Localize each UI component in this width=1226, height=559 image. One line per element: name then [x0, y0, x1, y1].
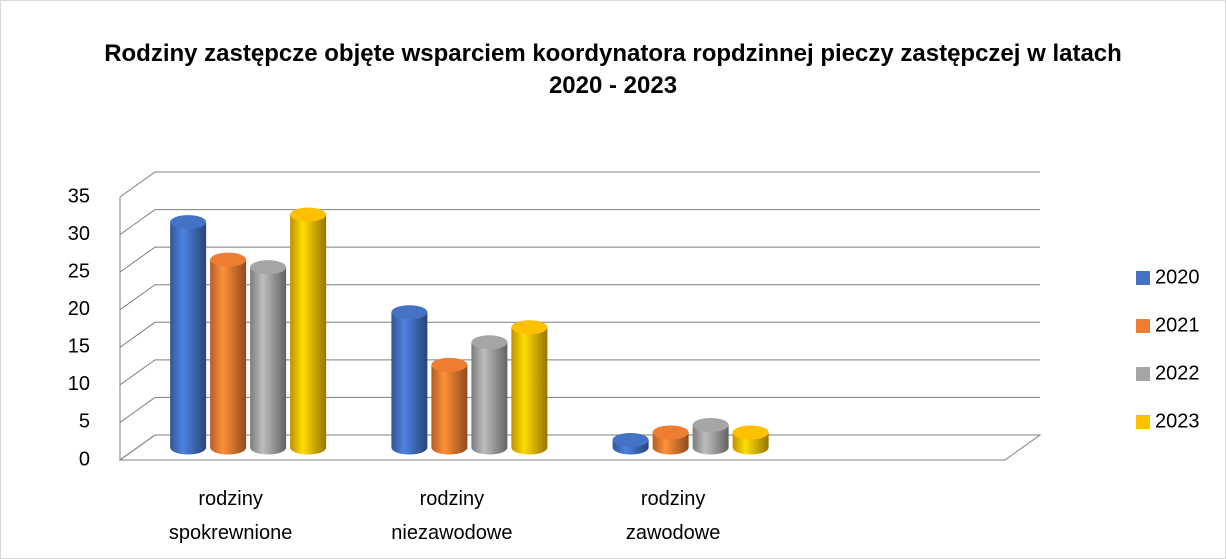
bar [391, 305, 428, 455]
legend-label: 2022 [1155, 362, 1200, 384]
legend-swatch [1136, 415, 1150, 429]
legend-swatch [1136, 367, 1150, 381]
grid-line [119, 284, 1040, 311]
y-tick-label: 15 [68, 336, 90, 358]
grid-line [119, 396, 1040, 423]
bar [652, 425, 689, 455]
x-tick-label: rodziny niezawodowe [391, 488, 513, 544]
chart-title: Rodziny zastępcze objęte wsparciem koord… [104, 40, 1122, 99]
legend-label: 2023 [1155, 410, 1200, 432]
grid-line [119, 321, 1040, 348]
y-tick-label: 20 [68, 298, 90, 320]
y-tick-label: 0 [79, 448, 90, 470]
grid-line [119, 209, 1040, 235]
y-tick-label: 10 [68, 373, 90, 395]
y-tick-label: 35 [68, 185, 90, 207]
bar [692, 417, 729, 455]
grid-line [119, 359, 1040, 386]
bar [431, 357, 468, 455]
grid-line [119, 246, 1040, 273]
x-tick-label: rodziny spokrewnione [168, 488, 293, 544]
bar [732, 425, 769, 455]
legend-swatch [1136, 271, 1150, 285]
legend-label: 2020 [1155, 266, 1200, 288]
bar [511, 320, 548, 455]
bar [210, 252, 247, 455]
y-tick-label: 25 [68, 260, 90, 282]
bar [250, 260, 287, 455]
bar [471, 335, 508, 455]
y-tick-label: 30 [68, 223, 90, 245]
y-tick-label: 5 [79, 411, 90, 433]
bar [290, 207, 327, 455]
legend-swatch [1136, 319, 1150, 333]
legend-label: 2021 [1155, 314, 1200, 336]
bar [170, 215, 207, 455]
x-tick-label: rodziny zawodowe [625, 488, 721, 544]
bar [612, 432, 649, 455]
grid-line [119, 171, 1040, 198]
